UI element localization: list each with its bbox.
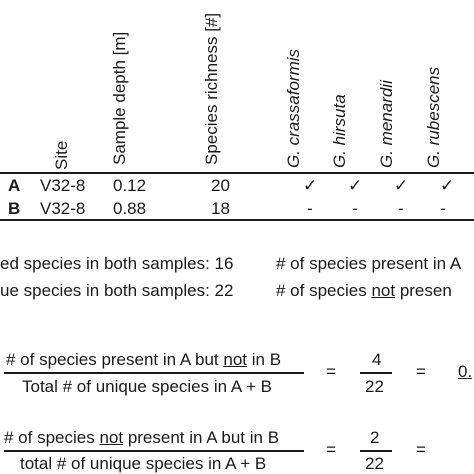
header-site: Site — [52, 140, 71, 170]
eq2-equals: = — [326, 440, 336, 459]
eq2-not: not — [99, 428, 124, 447]
header-species-4: G. rubescens — [424, 66, 443, 168]
eq1-not: not — [223, 350, 248, 369]
row-mark: ✓ — [440, 176, 455, 195]
row-mark: - — [398, 199, 404, 218]
eq2-equals-2: = — [416, 440, 426, 459]
row-label: A — [8, 176, 21, 195]
row-mark: ✓ — [394, 176, 409, 195]
row-site: V32-8 — [40, 199, 86, 218]
row-mark: - — [440, 199, 446, 218]
header-species-richness: Species richness [#] — [202, 12, 221, 165]
not-present-prefix: # of species — [276, 281, 372, 300]
row-mark: ✓ — [303, 176, 318, 195]
eq1-numerator: # of species present in A but not in B — [6, 350, 281, 370]
eq1-equals-2: = — [416, 362, 426, 381]
row-richness: 20 — [211, 176, 230, 195]
eq2-fraction-bar — [4, 450, 304, 452]
eq2-small-bar — [360, 450, 392, 452]
eq2-denominator: total # of unique species in A + B — [20, 454, 267, 473]
header-sample-depth: Sample depth [m] — [110, 31, 129, 165]
unique-species-text: ue species in both samples: 22 — [0, 281, 234, 300]
eq1-num-a: # of species present in A but — [6, 350, 224, 369]
not-present-suffix: presen — [395, 281, 452, 300]
row-depth: 0.12 — [113, 176, 147, 195]
eq1-frac-num: 4 — [372, 350, 382, 369]
eq1-frac-den: 22 — [365, 377, 384, 396]
header-species-2: G. hirsuta — [330, 94, 349, 168]
eq1-small-bar — [360, 372, 392, 374]
not-word: not — [371, 281, 396, 300]
row-label: B — [8, 199, 21, 218]
eq2-frac-num: 2 — [370, 428, 380, 447]
eq1-denominator: Total # of unique species in A + B — [22, 377, 272, 396]
eq1-num-b: in B — [247, 350, 282, 369]
header-species-1: G. crassaformis — [284, 48, 303, 168]
row-mark: - — [352, 199, 358, 218]
row-mark: ✓ — [348, 176, 363, 195]
row-site: V32-8 — [40, 176, 86, 195]
present-in-a-text: # of species present in A — [276, 254, 462, 273]
table-bottom-rule — [0, 219, 474, 221]
eq2-num-a: # of species — [4, 428, 100, 447]
eq2-numerator: # of species not present in A but in B — [4, 428, 279, 448]
not-present-text: # of species not presen — [276, 281, 452, 301]
eq2-frac-den: 22 — [365, 454, 384, 473]
row-richness: 18 — [211, 199, 230, 218]
header-species-3: G. menardii — [377, 80, 396, 168]
eq1-fraction-bar — [4, 372, 304, 374]
eq2-num-b: present in A but in B — [123, 428, 280, 447]
row-mark: - — [307, 199, 313, 218]
row-depth: 0.88 — [113, 199, 147, 218]
shared-species-text: ed species in both samples: 16 — [0, 254, 234, 273]
eq1-equals: = — [326, 362, 336, 381]
eq1-result: 0. — [458, 362, 473, 381]
table-top-rule — [0, 172, 474, 174]
